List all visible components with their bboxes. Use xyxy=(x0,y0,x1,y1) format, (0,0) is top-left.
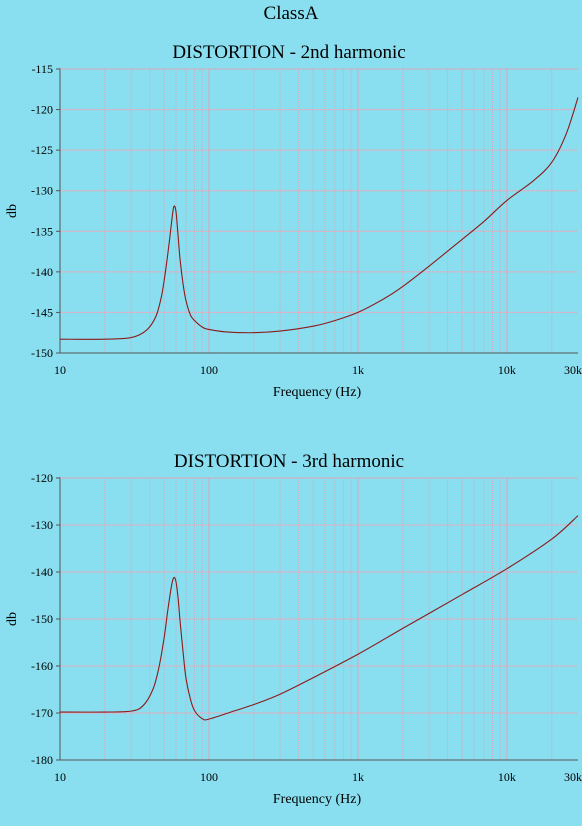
x-tick-label: 100 xyxy=(200,770,218,784)
y-tick-label: -140 xyxy=(31,565,53,579)
x-tick-label: 30k xyxy=(564,770,582,784)
y-tick-label: -120 xyxy=(31,471,53,485)
y-tick-label: -135 xyxy=(31,224,53,238)
y-tick-label: -150 xyxy=(31,346,53,360)
y-axis-label: db xyxy=(5,204,20,218)
y-axis-label: db xyxy=(5,612,20,626)
x-tick-label: 10 xyxy=(54,770,66,784)
chart-2nd-harmonic: DISTORTION - 2nd harmonic -115 -120 -125 -13… xyxy=(5,42,582,400)
x-tick-label: 1k xyxy=(352,363,364,377)
y-tick-label: -140 xyxy=(31,265,53,279)
y-tick-label: -150 xyxy=(31,612,53,626)
page-title: ClassA xyxy=(263,3,319,24)
y-tick-label: -130 xyxy=(31,518,53,532)
y-tick-label: -125 xyxy=(31,143,53,157)
chart-title: DISTORTION - 2nd harmonic xyxy=(172,42,405,63)
y-tick-label: -145 xyxy=(31,305,53,319)
y-tick-label: -170 xyxy=(31,706,53,720)
y-tick-label: -180 xyxy=(31,753,53,767)
y-tick-label: -115 xyxy=(31,62,53,76)
x-tick-label: 100 xyxy=(200,363,218,377)
x-tick-label: 10k xyxy=(498,770,516,784)
y-tick-label: -160 xyxy=(31,659,53,673)
x-tick-label: 10 xyxy=(54,363,66,377)
chart-title: DISTORTION - 3rd harmonic xyxy=(174,451,404,472)
series-line xyxy=(59,515,579,721)
y-tick-label: -130 xyxy=(31,184,53,198)
x-tick-label: 1k xyxy=(352,770,364,784)
x-axis-label: Frequency (Hz) xyxy=(273,792,362,807)
y-tick-label: -120 xyxy=(31,103,53,117)
x-axis-label: Frequency (Hz) xyxy=(273,385,362,400)
x-tick-label: 30k xyxy=(564,363,582,377)
series-line xyxy=(59,97,579,340)
x-tick-label: 10k xyxy=(498,363,516,377)
